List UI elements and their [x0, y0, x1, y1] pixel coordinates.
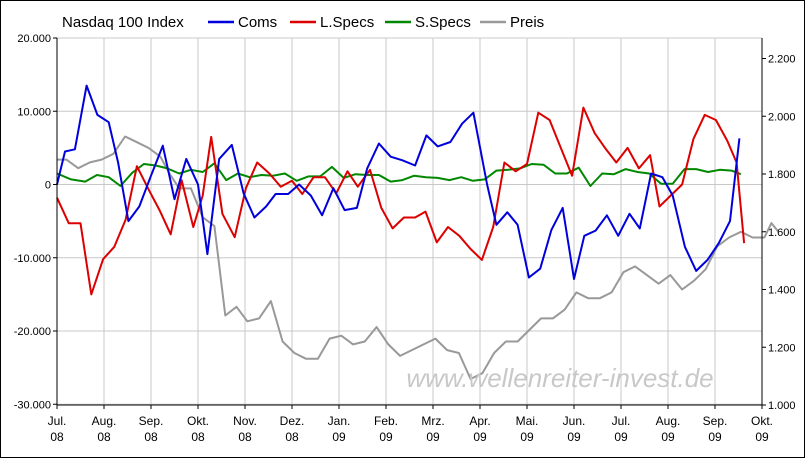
x-tick-label-part: Okt.	[751, 414, 773, 428]
x-tick-label-part: Sep.	[703, 414, 728, 428]
x-tick-label: Jun. 09	[563, 414, 586, 444]
legend-label-l-specs: L.Specs	[320, 14, 374, 31]
x-tick-label: Apr. 09	[469, 414, 490, 444]
x-tick-label-part: 09	[708, 430, 722, 444]
x-tick-label-part: Apr.	[469, 414, 490, 428]
x-tick-label-part: Jan.	[328, 414, 351, 428]
x-tick-label-part: Dez.	[280, 414, 305, 428]
x-tick-label-part: 09	[332, 430, 346, 444]
x-tick-label: Jul. 08	[48, 414, 67, 444]
x-tick-label: Aug. 09	[656, 414, 681, 444]
x-tick-label-part: Aug.	[656, 414, 681, 428]
x-tick-label: Mrz. 09	[421, 414, 444, 444]
y-right-tick-label: 1.000	[768, 400, 796, 412]
x-tick-label: Dez. 08	[280, 414, 305, 444]
y-right-tick-label: 1.800	[768, 169, 796, 181]
x-tick-label-part: 08	[97, 430, 111, 444]
x-tick-label-part: Mrz.	[421, 414, 444, 428]
plot-area	[56, 84, 780, 380]
x-tick-label: Mai. 09	[516, 414, 539, 444]
chart-title: Nasdaq 100 Index	[62, 14, 184, 31]
x-tick-label-part: 09	[661, 430, 675, 444]
y-right-tick-label: 1.200	[768, 342, 796, 354]
x-tick-label-part: 08	[238, 430, 252, 444]
y-right-tick-label: 2.200	[768, 54, 796, 66]
x-tick-label-part: 09	[567, 430, 581, 444]
y-right-tick-label: 1.400	[768, 285, 796, 297]
legend: Coms L.Specs S.Specs Preis	[208, 14, 544, 31]
y-left-tick-label: -30.000	[14, 399, 51, 411]
x-tick-label-part: Feb.	[374, 414, 398, 428]
x-tick-label: Okt. 09	[751, 414, 773, 444]
x-tick-label: Sep. 08	[139, 414, 164, 444]
x-tick-label-part: 09	[379, 430, 393, 444]
legend-label-coms: Coms	[238, 14, 277, 31]
x-tick-label-part: 09	[426, 430, 440, 444]
y-left-tick-label: -20.000	[14, 326, 51, 338]
x-tick-label-part: 09	[520, 430, 534, 444]
x-tick-label-part: Jul.	[48, 414, 67, 428]
legend-label-s-specs: S.Specs	[415, 14, 471, 31]
x-tick-label-part: 08	[285, 430, 299, 444]
y-right-tick-label: 2.000	[768, 111, 796, 123]
series-line-preis	[57, 135, 780, 380]
x-tick-label-part: 09	[755, 430, 769, 444]
y-left-tick-label: -10.000	[14, 253, 51, 265]
x-tick-label-part: Aug.	[92, 414, 117, 428]
x-tick-label-part: Jul.	[612, 414, 631, 428]
x-tick-label: Nov. 08	[233, 414, 257, 444]
x-tick-label: Aug. 08	[92, 414, 117, 444]
y-left-tick-label: 20.000	[17, 33, 51, 45]
x-tick-label-part: 09	[614, 430, 628, 444]
x-tick-label-part: 08	[50, 430, 64, 444]
x-tick-label-part: 09	[473, 430, 487, 444]
series-line-coms	[56, 84, 741, 280]
x-tick-label: Okt. 08	[187, 414, 209, 444]
x-tick-label-part: Jun.	[563, 414, 586, 428]
x-tick-label-part: Mai.	[516, 414, 539, 428]
plot-background	[57, 38, 762, 405]
x-tick-label: Jul. 09	[612, 414, 631, 444]
x-tick-label: Sep. 09	[703, 414, 728, 444]
axes-layer: 20.000 10.000 0 -10.000 -20.000 -30.000 2.200 2…	[14, 33, 796, 444]
x-tick-label: Feb. 09	[374, 414, 398, 444]
x-tick-label-part: 08	[191, 430, 205, 444]
watermark: www.wellenreiter-invest.de	[406, 363, 713, 393]
y-left-tick-label: 10.000	[17, 106, 51, 118]
legend-label-preis: Preis	[510, 14, 544, 31]
y-left-tick-label: 0	[45, 180, 51, 192]
x-tick-label-part: Okt.	[187, 414, 209, 428]
y-right-tick-label: 1.600	[768, 227, 796, 239]
x-tick-label-part: Sep.	[139, 414, 164, 428]
x-tick-label: Jan. 09	[328, 414, 351, 444]
x-tick-label-part: 08	[144, 430, 158, 444]
grid-layer	[56, 37, 763, 405]
x-tick-label-part: Nov.	[233, 414, 257, 428]
series-line-s-specs	[56, 162, 742, 187]
series-line-l-specs	[56, 106, 746, 296]
